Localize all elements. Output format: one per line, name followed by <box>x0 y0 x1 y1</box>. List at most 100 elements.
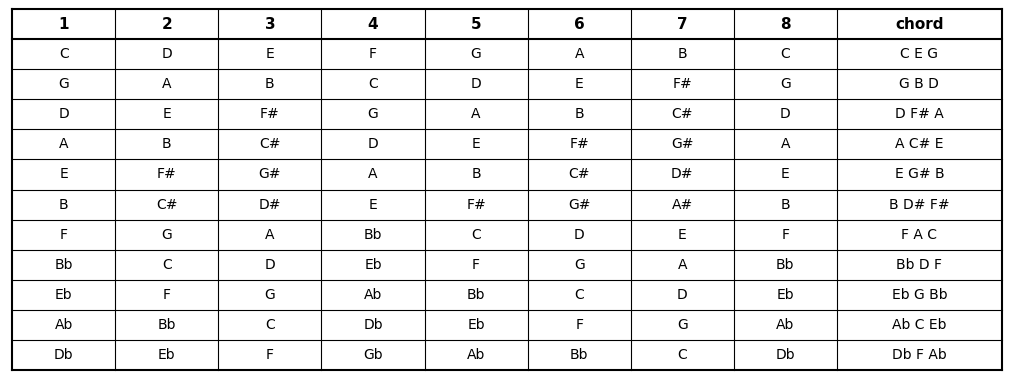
Text: E: E <box>162 108 171 122</box>
Text: D: D <box>470 77 482 91</box>
Text: chord: chord <box>895 17 944 32</box>
Text: E G# B: E G# B <box>894 168 944 182</box>
Text: C: C <box>574 288 584 302</box>
Text: A C# E: A C# E <box>895 138 944 152</box>
Text: C#: C# <box>671 108 693 122</box>
Text: Eb: Eb <box>777 288 794 302</box>
Text: A: A <box>677 257 687 271</box>
Text: Ab: Ab <box>364 288 382 302</box>
Text: G#: G# <box>259 168 281 182</box>
Text: Bb: Bb <box>570 348 588 362</box>
Text: F#: F# <box>569 138 589 152</box>
Text: D: D <box>368 138 378 152</box>
Text: B: B <box>781 197 790 211</box>
Text: F: F <box>575 318 583 332</box>
Text: E: E <box>781 168 790 182</box>
Text: C#: C# <box>156 197 177 211</box>
Text: B D# F#: B D# F# <box>889 197 950 211</box>
Text: Gb: Gb <box>363 348 383 362</box>
Text: B: B <box>162 138 171 152</box>
Text: Bb: Bb <box>157 318 176 332</box>
Text: G: G <box>470 47 482 61</box>
Text: Ab: Ab <box>466 348 486 362</box>
Text: D: D <box>161 47 172 61</box>
Text: B: B <box>265 77 275 91</box>
Text: F: F <box>473 257 480 271</box>
Text: E: E <box>60 168 68 182</box>
Text: E: E <box>369 197 377 211</box>
Text: 3: 3 <box>265 17 275 32</box>
Text: E: E <box>575 77 583 91</box>
Text: G#: G# <box>671 138 694 152</box>
Text: Bb: Bb <box>55 257 73 271</box>
Text: C#: C# <box>260 138 281 152</box>
Text: G: G <box>161 227 172 241</box>
Text: D: D <box>780 108 791 122</box>
Text: D: D <box>574 227 584 241</box>
Text: A: A <box>781 138 790 152</box>
Text: B: B <box>59 197 69 211</box>
Text: C: C <box>162 257 171 271</box>
Text: C: C <box>677 348 687 362</box>
Text: B: B <box>677 47 687 61</box>
Text: Db: Db <box>54 348 74 362</box>
Text: C: C <box>368 77 378 91</box>
Text: Eb G Bb: Eb G Bb <box>891 288 947 302</box>
Text: C: C <box>265 318 275 332</box>
Text: A: A <box>162 77 171 91</box>
Text: Bb D F: Bb D F <box>896 257 942 271</box>
Text: A: A <box>265 227 275 241</box>
Text: G: G <box>368 108 378 122</box>
Text: F: F <box>163 288 170 302</box>
Text: G: G <box>574 257 584 271</box>
Text: F: F <box>369 47 377 61</box>
Text: Eb: Eb <box>158 348 175 362</box>
Text: Eb: Eb <box>55 288 73 302</box>
Text: F: F <box>782 227 789 241</box>
Text: E: E <box>472 138 481 152</box>
Text: 1: 1 <box>59 17 69 32</box>
Text: Ab: Ab <box>55 318 73 332</box>
Text: G: G <box>780 77 791 91</box>
Text: B: B <box>472 168 481 182</box>
Text: C: C <box>59 47 69 61</box>
Text: 7: 7 <box>677 17 687 32</box>
Text: Eb: Eb <box>364 257 382 271</box>
Text: A: A <box>368 168 378 182</box>
Text: A: A <box>472 108 481 122</box>
Text: B: B <box>574 108 584 122</box>
Text: E: E <box>266 47 274 61</box>
Text: C#: C# <box>569 168 590 182</box>
Text: G: G <box>59 77 69 91</box>
Text: F#: F# <box>157 168 176 182</box>
Text: Bb: Bb <box>776 257 795 271</box>
Text: D#: D# <box>671 168 694 182</box>
Text: Bb: Bb <box>466 288 486 302</box>
Text: G#: G# <box>568 197 590 211</box>
Text: Bb: Bb <box>364 227 382 241</box>
Text: C: C <box>472 227 481 241</box>
Text: F A C: F A C <box>901 227 937 241</box>
Text: A#: A# <box>671 197 693 211</box>
Text: G B D: G B D <box>899 77 939 91</box>
Text: D F# A: D F# A <box>895 108 944 122</box>
Text: A: A <box>574 47 584 61</box>
Text: A: A <box>59 138 69 152</box>
Text: D: D <box>59 108 69 122</box>
Text: C E G: C E G <box>900 47 938 61</box>
Text: 5: 5 <box>470 17 482 32</box>
Text: F#: F# <box>466 197 486 211</box>
Text: F#: F# <box>672 77 693 91</box>
Text: D: D <box>265 257 275 271</box>
Text: D#: D# <box>259 197 281 211</box>
Text: 8: 8 <box>780 17 791 32</box>
Text: 2: 2 <box>161 17 172 32</box>
Text: Db: Db <box>363 318 383 332</box>
Text: 4: 4 <box>368 17 378 32</box>
Text: Db F Ab: Db F Ab <box>892 348 947 362</box>
Text: F#: F# <box>260 108 280 122</box>
Text: 6: 6 <box>574 17 584 32</box>
Text: G: G <box>265 288 275 302</box>
Text: Db: Db <box>776 348 795 362</box>
Text: F: F <box>60 227 68 241</box>
